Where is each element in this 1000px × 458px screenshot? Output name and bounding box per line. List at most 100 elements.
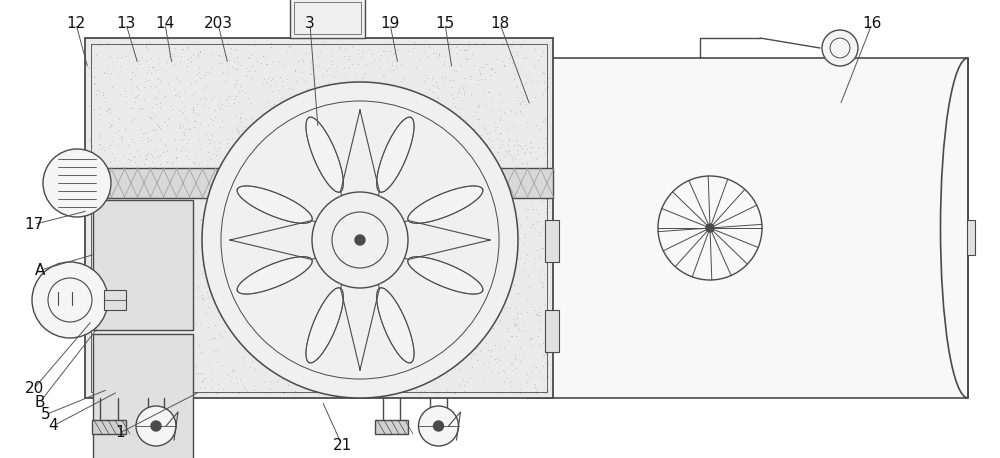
Point xyxy=(503,242,519,250)
Point xyxy=(370,134,386,142)
Point xyxy=(449,207,465,215)
Point xyxy=(262,82,278,90)
Point xyxy=(460,284,476,291)
Point xyxy=(512,255,528,262)
Point xyxy=(364,59,380,66)
Point xyxy=(313,48,329,55)
Point xyxy=(367,262,383,270)
Point xyxy=(463,265,479,273)
Point xyxy=(390,107,406,114)
Point xyxy=(290,288,306,295)
Point xyxy=(214,333,230,340)
Point xyxy=(187,88,203,96)
Point xyxy=(264,75,280,82)
Point xyxy=(251,146,267,153)
Point xyxy=(375,72,391,79)
Point xyxy=(350,50,366,57)
Point xyxy=(385,302,401,309)
Point xyxy=(350,95,366,103)
Point xyxy=(295,131,311,138)
Point xyxy=(535,69,551,76)
Point xyxy=(533,373,549,381)
Point xyxy=(434,74,450,81)
Point xyxy=(212,98,228,105)
Point xyxy=(344,134,360,141)
Point xyxy=(300,166,316,174)
Point xyxy=(413,116,429,123)
Point xyxy=(294,274,310,282)
Point xyxy=(196,93,212,100)
Point xyxy=(257,198,273,206)
Point xyxy=(292,164,308,171)
Point xyxy=(336,196,352,203)
Point xyxy=(194,84,210,92)
Point xyxy=(143,82,159,89)
Bar xyxy=(527,58,968,398)
Point xyxy=(371,40,387,47)
Point xyxy=(354,387,370,395)
Point xyxy=(489,247,505,255)
Point xyxy=(206,259,222,267)
Point xyxy=(530,333,546,340)
Point xyxy=(352,326,368,333)
Point xyxy=(292,127,308,135)
Point xyxy=(515,390,531,397)
Point xyxy=(402,55,418,62)
Point xyxy=(89,87,105,94)
Point xyxy=(89,160,105,168)
Point xyxy=(363,124,379,131)
Point xyxy=(360,246,376,253)
Point xyxy=(360,289,376,296)
Point xyxy=(311,185,327,192)
Point xyxy=(307,135,323,142)
Point xyxy=(235,354,251,361)
Point xyxy=(189,38,205,46)
Point xyxy=(318,138,334,145)
Point xyxy=(189,100,205,108)
Point xyxy=(391,339,407,347)
Point xyxy=(537,183,553,191)
Point xyxy=(251,276,267,284)
Point xyxy=(232,61,248,68)
Point xyxy=(290,125,306,132)
Point xyxy=(240,94,256,102)
Point xyxy=(88,90,104,98)
Point xyxy=(275,200,291,207)
Point xyxy=(197,235,213,243)
Point xyxy=(411,194,427,202)
Point xyxy=(355,74,371,81)
Point xyxy=(265,137,281,145)
Point xyxy=(535,90,551,97)
Point xyxy=(408,157,424,164)
Point xyxy=(408,64,424,71)
Point xyxy=(385,319,401,326)
Point xyxy=(406,360,422,367)
Point xyxy=(433,211,449,218)
Point xyxy=(360,275,376,282)
Point xyxy=(466,306,482,313)
Point xyxy=(431,51,447,58)
Point xyxy=(273,221,289,229)
Point xyxy=(333,267,349,275)
Point xyxy=(120,141,136,148)
Point xyxy=(381,100,397,107)
Point xyxy=(337,163,353,170)
Point xyxy=(358,350,374,357)
Point xyxy=(492,317,508,324)
Point xyxy=(270,329,286,337)
Point xyxy=(411,186,427,193)
Point xyxy=(335,190,351,197)
Point xyxy=(261,100,277,107)
Point xyxy=(237,320,253,327)
Point xyxy=(262,327,278,334)
Point xyxy=(395,362,411,369)
Point xyxy=(414,371,430,378)
Point xyxy=(402,385,418,392)
Point xyxy=(507,351,523,359)
Point xyxy=(124,68,140,76)
Point xyxy=(269,252,285,260)
Point xyxy=(156,94,172,101)
Point xyxy=(250,192,266,200)
Point xyxy=(283,139,299,147)
Point xyxy=(296,89,312,96)
